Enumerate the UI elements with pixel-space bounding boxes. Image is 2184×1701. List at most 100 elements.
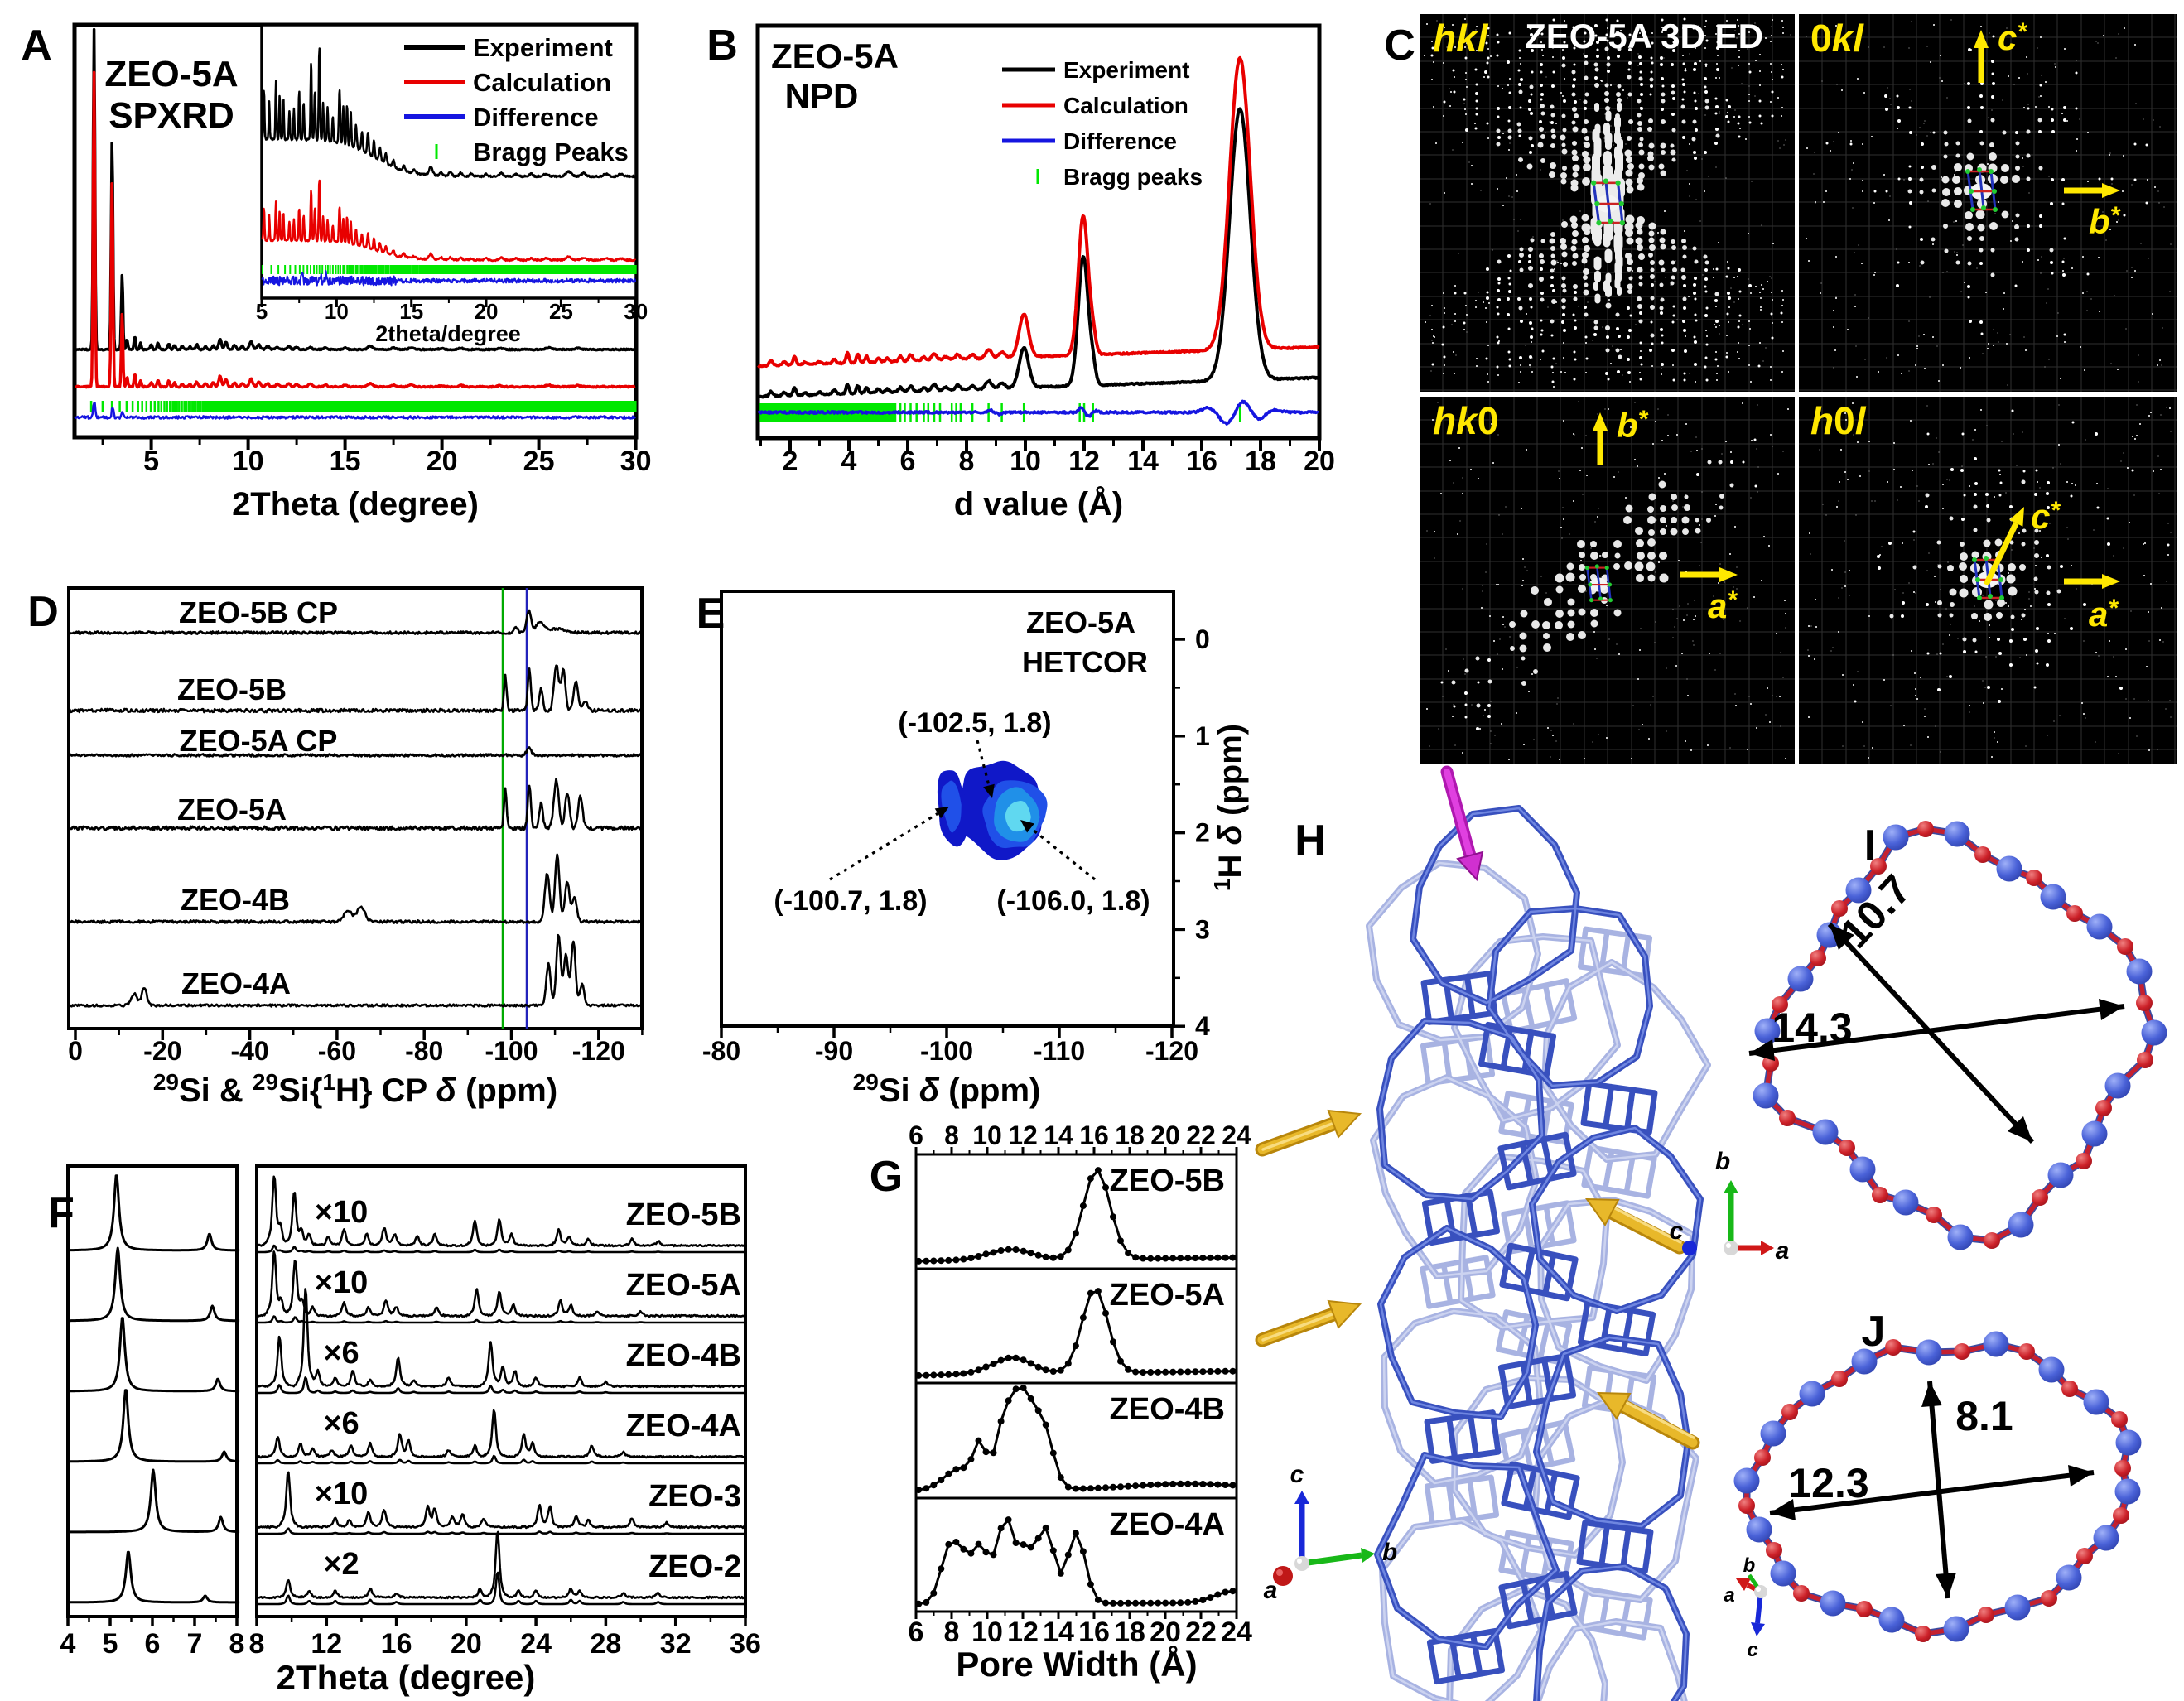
svg-text:1H δ (ppm): 1H δ (ppm) xyxy=(1209,724,1249,891)
svg-text:a*: a* xyxy=(1708,586,1738,625)
svg-text:Bragg peaks: Bragg peaks xyxy=(1063,164,1203,190)
svg-text:ZEO-5B CP: ZEO-5B CP xyxy=(179,595,338,629)
svg-text:12.3: 12.3 xyxy=(1788,1460,1868,1506)
svg-text:-60: -60 xyxy=(318,1036,356,1066)
svg-text:a: a xyxy=(1776,1237,1790,1265)
svg-text:A: A xyxy=(21,22,52,70)
svg-text:2theta/degree: 2theta/degree xyxy=(375,321,521,346)
svg-text:0: 0 xyxy=(68,1036,83,1066)
svg-text:6: 6 xyxy=(909,1617,924,1648)
svg-text:h0l: h0l xyxy=(1810,399,1867,442)
svg-text:15: 15 xyxy=(330,446,361,477)
svg-text:H: H xyxy=(1294,817,1326,865)
svg-text:6: 6 xyxy=(900,446,916,477)
svg-text:25: 25 xyxy=(523,446,555,477)
svg-text:c: c xyxy=(1747,1639,1757,1661)
svg-text:22: 22 xyxy=(1185,1617,1217,1648)
svg-text:×10: ×10 xyxy=(315,1477,368,1511)
svg-text:8.1: 8.1 xyxy=(1955,1393,2013,1439)
svg-text:ZEO-5B: ZEO-5B xyxy=(177,672,287,706)
svg-text:8: 8 xyxy=(959,446,975,477)
svg-text:12: 12 xyxy=(1008,1120,1038,1150)
svg-text:-120: -120 xyxy=(572,1036,625,1066)
svg-text:×6: ×6 xyxy=(323,1406,359,1441)
svg-text:Difference: Difference xyxy=(473,103,599,132)
svg-text:ZEO-4A: ZEO-4A xyxy=(626,1409,741,1443)
svg-text:25: 25 xyxy=(549,299,573,324)
svg-text:d value (Å): d value (Å) xyxy=(954,485,1123,523)
svg-text:-100: -100 xyxy=(485,1036,538,1066)
svg-text:NPD: NPD xyxy=(785,76,859,115)
svg-text:7: 7 xyxy=(187,1628,203,1660)
svg-text:0: 0 xyxy=(1195,624,1210,654)
svg-text:8: 8 xyxy=(229,1628,245,1660)
svg-text:ZEO-5A CP: ZEO-5A CP xyxy=(180,724,338,758)
svg-text:5: 5 xyxy=(103,1628,118,1660)
svg-text:×2: ×2 xyxy=(323,1547,359,1582)
svg-text:30: 30 xyxy=(624,299,648,324)
svg-text:18: 18 xyxy=(1114,1617,1145,1648)
svg-text:16: 16 xyxy=(1079,1120,1109,1150)
svg-text:14: 14 xyxy=(1043,1617,1074,1648)
svg-text:20: 20 xyxy=(475,299,499,324)
svg-text:8: 8 xyxy=(944,1120,959,1150)
svg-text:-80: -80 xyxy=(702,1036,740,1066)
svg-text:2Theta (degree): 2Theta (degree) xyxy=(232,486,479,523)
svg-text:ZEO-4B: ZEO-4B xyxy=(181,883,290,917)
svg-text:-100: -100 xyxy=(920,1036,973,1066)
svg-text:hk0: hk0 xyxy=(1433,399,1498,442)
svg-text:ZEO-4B: ZEO-4B xyxy=(626,1338,741,1373)
svg-text:SPXRD: SPXRD xyxy=(108,95,234,136)
svg-text:c: c xyxy=(1670,1217,1684,1245)
svg-text:ZEO-4A: ZEO-4A xyxy=(181,966,291,1000)
svg-text:D: D xyxy=(27,588,59,636)
svg-text:B: B xyxy=(706,22,738,70)
svg-text:24: 24 xyxy=(520,1628,552,1660)
svg-text:36: 36 xyxy=(730,1628,761,1660)
svg-text:ZEO-4B: ZEO-4B xyxy=(1110,1392,1225,1427)
svg-text:HETCOR: HETCOR xyxy=(1022,645,1148,679)
svg-text:18: 18 xyxy=(1245,446,1276,477)
svg-text:5: 5 xyxy=(143,446,159,477)
svg-text:24: 24 xyxy=(1222,1120,1251,1150)
svg-text:0kl: 0kl xyxy=(1810,17,1864,60)
svg-text:12: 12 xyxy=(311,1628,342,1660)
svg-text:Pore Width (Å): Pore Width (Å) xyxy=(956,1645,1197,1684)
svg-text:10: 10 xyxy=(972,1120,1002,1150)
svg-text:2: 2 xyxy=(783,446,798,477)
svg-text:F: F xyxy=(48,1189,75,1237)
svg-text:14.3: 14.3 xyxy=(1772,1005,1852,1051)
svg-text:28: 28 xyxy=(591,1628,622,1660)
svg-text:ZEO-2: ZEO-2 xyxy=(648,1549,741,1584)
svg-text:I: I xyxy=(1864,822,1876,870)
svg-text:×10: ×10 xyxy=(315,1265,368,1300)
svg-text:-80: -80 xyxy=(405,1036,443,1066)
svg-text:Difference: Difference xyxy=(1063,128,1177,154)
svg-text:14: 14 xyxy=(1127,446,1159,477)
svg-text:×6: ×6 xyxy=(323,1336,359,1371)
svg-text:2Theta (degree): 2Theta (degree) xyxy=(277,1658,536,1697)
svg-text:C: C xyxy=(1384,22,1415,70)
svg-text:16: 16 xyxy=(381,1628,412,1660)
svg-text:-20: -20 xyxy=(143,1036,181,1066)
svg-text:4: 4 xyxy=(60,1628,76,1660)
svg-text:ZEO-4A: ZEO-4A xyxy=(1110,1507,1225,1542)
svg-text:-90: -90 xyxy=(815,1036,853,1066)
svg-text:6: 6 xyxy=(145,1628,161,1660)
svg-text:14: 14 xyxy=(1044,1120,1073,1150)
svg-text:G: G xyxy=(870,1153,903,1201)
svg-text:15: 15 xyxy=(399,299,423,324)
svg-text:20: 20 xyxy=(1304,446,1335,477)
svg-text:ZEO-5B: ZEO-5B xyxy=(626,1197,741,1232)
svg-text:12: 12 xyxy=(1068,446,1100,477)
svg-text:24: 24 xyxy=(1221,1617,1252,1648)
svg-text:10: 10 xyxy=(1010,446,1041,477)
svg-text:8: 8 xyxy=(944,1617,960,1648)
svg-text:ZEO-5A: ZEO-5A xyxy=(1110,1278,1225,1313)
svg-text:J: J xyxy=(1862,1308,1886,1356)
svg-text:ZEO-5A: ZEO-5A xyxy=(1026,605,1135,639)
svg-text:ZEO-5B: ZEO-5B xyxy=(1110,1164,1225,1198)
svg-text:a: a xyxy=(1264,1577,1278,1604)
svg-text:(-100.7, 1.8): (-100.7, 1.8) xyxy=(774,885,927,917)
svg-text:c: c xyxy=(1290,1461,1304,1488)
